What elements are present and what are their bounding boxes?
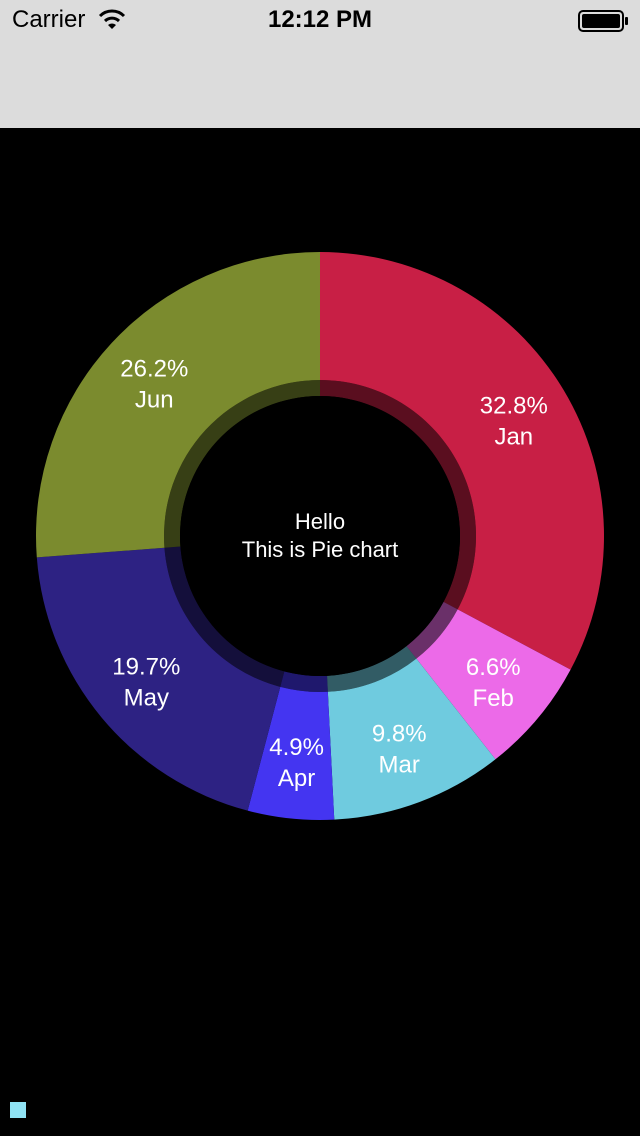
pie-slice-rim-jun <box>163 380 320 548</box>
pie-slice-rim-apr <box>280 671 328 693</box>
pie-category-label-mar: Mar <box>379 752 420 779</box>
center-label: Hello This is Pie chart <box>170 508 470 564</box>
chart-area: 32.8% Jan 6.6% Feb 9.8% Mar 4.9% Apr 19.7% May 26.… <box>0 128 640 1136</box>
pie-slice-rim-jan <box>320 380 477 610</box>
pie-value-label-apr: 4.9% <box>269 734 324 761</box>
status-bar: Carrier 12:12 PM <box>0 0 640 40</box>
pie-category-label-feb: Feb <box>473 685 514 712</box>
donut-chart: 32.8% Jan 6.6% Feb 9.8% Mar 4.9% Apr 19.7% May 26.… <box>35 252 604 820</box>
pie-slice-mar <box>327 658 496 820</box>
pie-slice-rim-mar <box>327 646 417 692</box>
pie-slice-feb <box>416 609 571 760</box>
pie-value-label-may: 19.7% <box>112 654 180 681</box>
carrier-label: Carrier <box>12 6 86 33</box>
center-label-line1: Hello <box>294 509 346 534</box>
pie-slice-apr <box>247 686 335 820</box>
pie-slice-may <box>36 547 281 811</box>
pie-category-label-jan: Jan <box>494 424 533 451</box>
pie-category-label-jun: Jun <box>135 386 174 413</box>
corner-marker <box>10 1102 26 1118</box>
pie-category-label-may: May <box>124 685 169 712</box>
pie-category-label-apr: Apr <box>278 765 315 792</box>
pie-slice-jan <box>320 252 604 670</box>
pie-value-label-jun: 26.2% <box>120 355 188 382</box>
pie-value-label-feb: 6.6% <box>466 654 521 681</box>
battery-icon <box>578 10 628 32</box>
navigation-bar <box>0 40 640 128</box>
status-time: 12:12 PM <box>267 6 373 33</box>
wifi-icon <box>98 9 126 29</box>
pie-value-label-jan: 32.8% <box>480 393 548 420</box>
pie-value-label-mar: 9.8% <box>372 721 427 748</box>
pie-slice-rim-may <box>164 546 285 687</box>
pie-slice-jun <box>35 252 320 558</box>
center-label-line2: This is Pie chart <box>241 537 399 562</box>
pie-slice-rim-feb <box>406 601 458 659</box>
donut-hole <box>180 396 460 676</box>
